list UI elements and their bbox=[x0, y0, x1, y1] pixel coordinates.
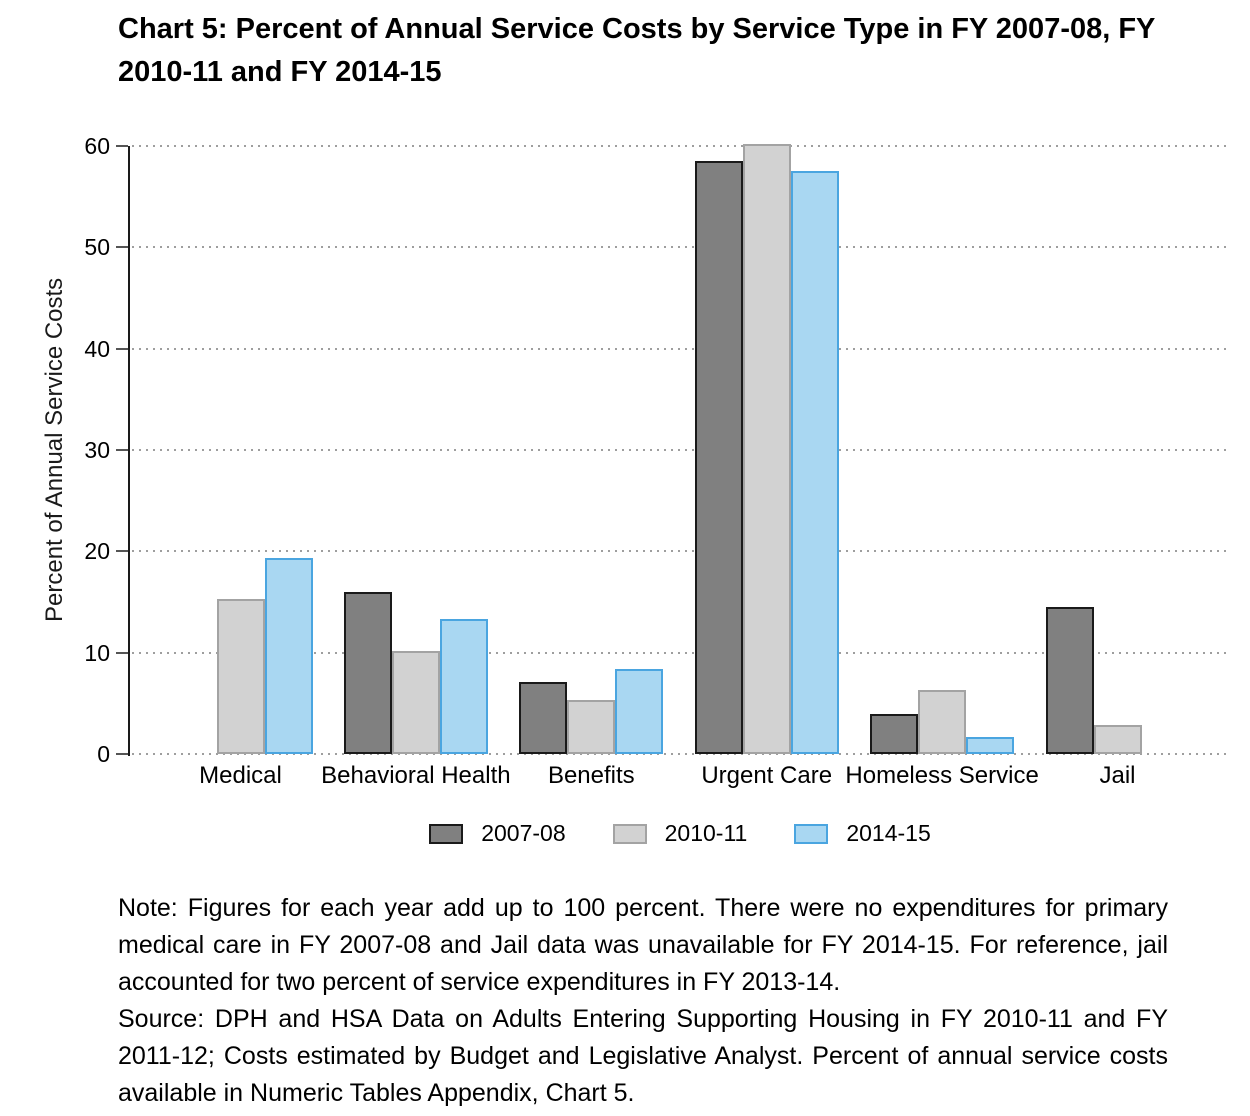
bar bbox=[694, 161, 743, 754]
legend-label: 2014-15 bbox=[846, 820, 931, 846]
legend-label: 2007-08 bbox=[481, 820, 566, 846]
legend-item: 2014-15 bbox=[794, 820, 931, 847]
source-text: Source: DPH and HSA Data on Adults Enter… bbox=[118, 1005, 1168, 1107]
x-category-label: Medical bbox=[199, 762, 282, 789]
bar bbox=[391, 650, 440, 754]
legend-swatch bbox=[612, 823, 647, 844]
y-tick-label: 20 bbox=[84, 538, 110, 565]
y-tick-label: 60 bbox=[84, 133, 110, 159]
legend: 2007-08 2010-11 2014-15 bbox=[130, 820, 1230, 847]
gridline bbox=[132, 246, 1230, 249]
gridline bbox=[132, 347, 1230, 350]
bar bbox=[870, 714, 919, 754]
bar bbox=[966, 736, 1015, 754]
bar bbox=[615, 668, 664, 754]
x-category-label: Behavioral Health bbox=[321, 762, 511, 789]
x-category-label: Jail bbox=[1099, 762, 1136, 789]
bar bbox=[519, 682, 568, 754]
y-axis-line bbox=[128, 146, 130, 756]
x-category-label: Homeless Service bbox=[845, 762, 1039, 789]
bar bbox=[1093, 724, 1142, 754]
bar bbox=[1045, 607, 1094, 754]
note-text: Note: Figures for each year add up to 10… bbox=[118, 894, 1168, 996]
y-tick-label: 10 bbox=[84, 639, 110, 666]
bar bbox=[264, 558, 313, 754]
gridline bbox=[132, 145, 1230, 147]
gridline bbox=[132, 753, 1230, 755]
caption-block: Note: Figures for each year add up to 10… bbox=[118, 890, 1168, 1112]
plot-area: 0 10 20 30 40 50 60 Medical Behavioral Health Ben… bbox=[84, 134, 1230, 789]
bar bbox=[918, 690, 967, 754]
y-tick-label: 30 bbox=[84, 437, 110, 463]
bar bbox=[343, 591, 392, 754]
legend-item: 2010-11 bbox=[612, 820, 748, 847]
bar bbox=[216, 598, 265, 754]
gridline bbox=[132, 550, 1230, 553]
bar bbox=[439, 619, 488, 754]
y-tick-mark bbox=[116, 753, 128, 755]
y-tick-mark bbox=[116, 246, 128, 249]
x-category-label: Urgent Care bbox=[701, 762, 833, 789]
bar bbox=[742, 143, 791, 754]
legend-swatch bbox=[794, 823, 829, 844]
bar bbox=[567, 700, 616, 754]
y-tick-mark bbox=[116, 449, 128, 451]
y-tick-label: 0 bbox=[97, 741, 110, 767]
y-tick-mark bbox=[116, 550, 128, 553]
gridline bbox=[132, 449, 1230, 451]
legend-label: 2010-11 bbox=[664, 820, 748, 846]
y-tick-mark bbox=[116, 145, 128, 147]
gridline bbox=[132, 651, 1230, 654]
legend-item: 2007-08 bbox=[429, 820, 566, 847]
x-category-label: Benefits bbox=[547, 762, 635, 789]
y-tick-mark bbox=[116, 651, 128, 654]
y-tick-label: 50 bbox=[84, 234, 110, 261]
chart-title: Chart 5: Percent of Annual Service Costs… bbox=[118, 13, 1155, 88]
bar bbox=[790, 171, 839, 754]
y-tick-label: 40 bbox=[84, 335, 110, 362]
legend-swatch bbox=[429, 823, 464, 844]
y-tick-mark bbox=[116, 347, 128, 350]
